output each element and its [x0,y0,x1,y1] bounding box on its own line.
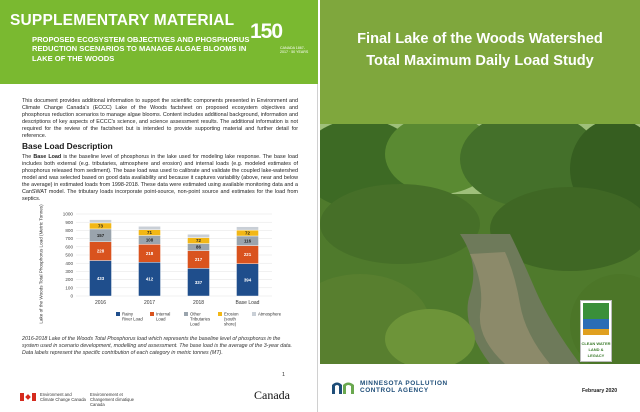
y-tick-label: 900 [65,220,73,225]
data-label: 228 [97,249,105,254]
agency-line-1: MINNESOTA POLLUTION [360,380,448,387]
clean-badge-text-2: LAND & [588,347,603,352]
data-label: 412 [146,277,154,282]
para-rest: is the baseline level of phosphorus in t… [22,154,298,202]
bar-segment [187,234,210,238]
chart-caption: 2016-2018 Lake of the Woods Total Phosph… [22,336,293,356]
legend-label: Load [156,317,166,322]
y-tick-label: 200 [65,277,73,282]
banner-title: SUPPLEMENTARY MATERIAL [10,12,235,29]
legend-label: Internal [156,312,170,317]
data-label: 337 [195,280,203,285]
logo-number: 150 [250,20,283,43]
y-tick-label: 0 [70,294,73,299]
legend-label: Other [190,312,201,317]
data-label: 71 [147,230,152,235]
department-name-en: Environment and Climate Change Canada [40,392,86,402]
clean-badge-text: CLEAN WATER [581,341,610,346]
data-label: 157 [97,233,105,238]
y-axis-label-text: Lake of the Woods Total Phosphorus Load … [38,204,44,324]
x-tick-label: 2016 [95,300,106,306]
data-label: 217 [195,257,203,262]
data-label: 433 [97,276,105,281]
agency-line-2: CONTROL AGENCY [360,387,429,395]
data-label: 72 [245,231,250,236]
department-name-fr: Environnement et Changement climatique C… [90,392,134,407]
factsheet-page: SUPPLEMENTARY MATERIAL PROPOSED ECOSYSTE… [0,0,318,412]
y-tick-label: 500 [65,253,73,258]
legend-swatch [150,312,154,316]
canada-150-logo: 150 CANADA 1867-2017 · 50 YEARS [250,20,312,64]
header-banner: SUPPLEMENTARY MATERIAL PROPOSED ECOSYSTE… [0,0,318,84]
data-label: 86 [196,245,201,250]
para-lead: The [22,154,34,160]
y-tick-label: 1000 [63,212,74,217]
y-tick-label: 300 [65,269,73,274]
page-number: 1 [282,372,286,378]
legend-label: Tributaries [190,317,210,322]
x-tick-label: 2018 [193,300,204,306]
intro-paragraph: This document provides additional inform… [22,98,298,139]
y-tick-label: 100 [65,285,73,290]
report-cover-page: Final Lake of the Woods Watershed Total … [320,0,640,412]
bar-segment [236,226,259,231]
legend-swatch [218,312,222,316]
section-heading: Base Load Description [22,141,113,151]
banner-subtitle: PROPOSED ECOSYSTEM OBJECTIVES AND PHOSPH… [32,35,250,63]
legend-label: shore) [224,322,237,327]
clean-water-legacy-badge: CLEAN WATER LAND & LEGACY [580,300,612,362]
clean-badge-text-3: LEGACY [588,353,605,358]
legend-label: River Load [122,317,143,322]
y-tick-label: 400 [65,261,73,266]
legend-label: (south [224,317,237,322]
y-tick-label: 700 [65,236,73,241]
cover-title: Final Lake of the Woods Watershed Total … [357,31,603,69]
data-label: 73 [98,224,103,229]
data-label: 218 [146,251,154,256]
logo-subtext: CANADA 1867-2017 · 50 YEARS [280,46,309,55]
canada-wordmark: Canada [254,388,290,402]
base-load-paragraph: The Base Load is the baseline level of p… [22,154,298,203]
mpca-mark-icon [332,382,354,395]
bar-segment [89,219,112,224]
clean-water-badge-icon: CLEAN WATER LAND & LEGACY [581,303,611,358]
para-bold: Base Load [33,154,62,160]
legend-label: Rainy [122,312,134,317]
legend-swatch [184,312,188,316]
legend-swatch [116,312,120,316]
bar-segment [138,226,161,230]
data-label: 116 [244,238,252,243]
chart-y-axis-label: Lake of the Woods Total Phosphorus Load … [34,204,48,323]
x-tick-label: Base Load [236,300,260,306]
mpca-logo: MINNESOTA POLLUTION CONTROL AGENCY [332,380,448,395]
legend-label: Load [190,322,200,327]
canada-flag-icon [20,393,36,401]
government-signature: Environment and Climate Change Canada En… [20,392,136,407]
x-tick-label: 2017 [144,300,155,306]
cover-title-banner: Final Lake of the Woods Watershed Total … [320,0,640,124]
data-label: 221 [244,252,252,257]
legend-swatch [252,312,256,316]
legend-label: Erosion [224,312,239,317]
legend-label: Atmosphere [258,312,282,317]
phosphorus-load-chart: 0 100 200 300 400 500 600 700 800 900 1000 433 228 15… [63,212,282,327]
data-label: 394 [244,277,252,282]
y-tick-label: 600 [65,244,73,249]
data-label: 108 [146,238,154,243]
y-tick-label: 800 [65,228,73,233]
data-label: 72 [196,238,201,243]
report-date: February 2020 [582,388,618,394]
